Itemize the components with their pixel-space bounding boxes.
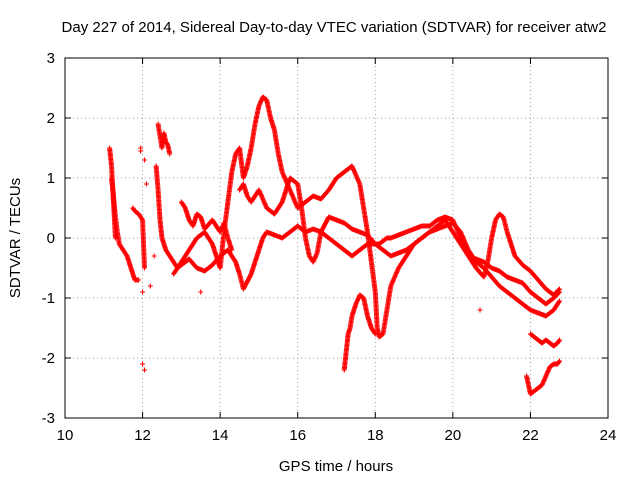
y-tick-label: -3 <box>42 410 55 427</box>
y-tick-label: -1 <box>42 290 55 307</box>
data-point <box>164 141 170 147</box>
data-point <box>143 181 149 187</box>
data-point <box>112 235 118 241</box>
x-tick-label: 20 <box>445 427 462 444</box>
series-arc-k <box>527 331 563 349</box>
plot-frame <box>64 57 609 419</box>
data-point <box>167 151 173 157</box>
data-point <box>198 289 204 295</box>
data-point <box>136 277 142 283</box>
series-arc-d <box>155 121 173 157</box>
y-tick-label: 2 <box>47 110 55 127</box>
series-arc-b <box>107 145 118 241</box>
x-tick-label: 22 <box>522 427 539 444</box>
data-point <box>142 265 148 271</box>
x-tick-label: 24 <box>600 427 617 444</box>
series-arc-j <box>524 358 563 397</box>
data-points <box>107 94 563 397</box>
data-point <box>142 367 148 373</box>
data-point <box>557 286 563 292</box>
data-point <box>372 331 378 337</box>
data-point <box>248 272 254 278</box>
data-point <box>556 359 562 365</box>
x-axis-label: GPS time / hours <box>279 458 393 475</box>
data-point <box>140 361 146 367</box>
grid-lines <box>65 58 608 418</box>
x-tick-label: 10 <box>57 427 74 444</box>
axis-ticks <box>64 57 609 419</box>
data-point <box>477 307 483 313</box>
x-tick-label: 18 <box>367 427 384 444</box>
series-scattered <box>138 145 483 373</box>
data-point <box>139 216 145 222</box>
series-arc-h <box>178 199 235 253</box>
data-point <box>557 358 563 364</box>
y-tick-labels: -3 -2 -1 0 1 2 3 <box>42 50 55 427</box>
data-point <box>372 330 378 336</box>
y-tick-label: 1 <box>47 170 55 187</box>
data-point <box>229 247 235 253</box>
x-tick-label: 16 <box>289 427 306 444</box>
x-tick-labels: 10 12 14 16 18 20 22 24 <box>57 427 617 444</box>
data-point <box>556 338 562 344</box>
data-point <box>142 157 148 163</box>
y-axis-label: SDTVAR / TECUs <box>7 178 24 298</box>
series-arc-c <box>130 205 148 271</box>
chart-title: Day 227 of 2014, Sidereal Day-to-day VTE… <box>62 19 607 36</box>
y-tick-label: -2 <box>42 350 55 367</box>
data-point <box>557 298 563 304</box>
x-tick-label: 12 <box>134 427 151 444</box>
y-tick-label: 0 <box>47 230 55 247</box>
data-point <box>140 289 146 295</box>
series-arc-i <box>341 292 378 373</box>
series-arc-g <box>237 175 563 298</box>
data-point <box>556 299 562 305</box>
x-tick-label: 14 <box>212 427 229 444</box>
data-point <box>556 287 562 293</box>
data-point <box>151 253 157 259</box>
data-point <box>138 148 144 154</box>
y-tick-label: 3 <box>47 50 55 67</box>
data-point <box>557 337 563 343</box>
data-point <box>147 283 153 289</box>
